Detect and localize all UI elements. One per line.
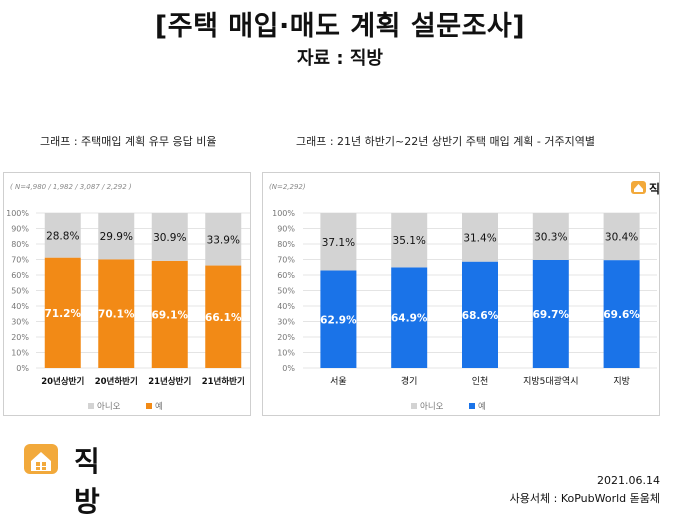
chart1-bar-yes [98, 259, 135, 368]
chart1-bar-no [44, 213, 81, 258]
chart2-legend-swatch [411, 403, 417, 409]
chart2-bar-yes [462, 261, 498, 368]
chart2-data-label-yes: 64.9% [391, 313, 428, 325]
chart2-ytick-label: 100% [272, 209, 295, 218]
chart2-bar-yes [603, 260, 640, 368]
chart1-category-label: 20년상반기 [41, 376, 84, 387]
chart2-ytick-label: 20% [277, 333, 295, 342]
chart1-data-label-no: 28.8% [46, 230, 79, 242]
chart1-data-label-yes: 66.1% [205, 312, 242, 324]
chart1-ytick-label: 50% [11, 287, 29, 296]
chart1-bar-no [98, 213, 135, 260]
chart1-bar-yes [205, 265, 242, 368]
chart1-bar-no [151, 213, 188, 261]
chart2-data-label-yes: 69.7% [533, 309, 570, 321]
chart1-data-label-yes: 69.1% [152, 309, 189, 321]
footer-date: 2021.06.14 [597, 474, 660, 487]
chart2-ytick-label: 60% [277, 271, 295, 280]
chart2-category-label: 인천 [472, 376, 489, 387]
brand-name: 직방 [74, 445, 100, 518]
chart1-bar-yes [151, 260, 188, 368]
chart2-category-label: 서울 [330, 376, 347, 387]
chart1-bar-no [205, 213, 242, 266]
chart2-ytick-label: 90% [277, 225, 295, 234]
chart1-data-label-no: 30.9% [153, 232, 186, 244]
chart1-category-label: 21년하반기 [202, 376, 245, 387]
chart1-legend-swatch [88, 403, 94, 409]
chart1-ytick-label: 10% [11, 349, 29, 358]
chart1-category-label: 21년상반기 [148, 376, 191, 387]
chart2-ytick-label: 10% [277, 349, 295, 358]
chart2-legend-label: 아니오 [420, 401, 444, 412]
house-roof-icon [634, 184, 643, 192]
chart1-ytick-label: 20% [11, 333, 29, 342]
chart2-bar-yes [391, 267, 428, 368]
chart2-panel: (N=2,292) 0% 10% 20% 30% 40% 50% 60% 70% 80% 90% 10… [262, 172, 660, 416]
chart1-ytick-label: 100% [6, 209, 29, 218]
chart2-bar-no [320, 213, 357, 271]
chart2-legend-swatch [469, 403, 475, 409]
chart1-ytick-label: 90% [11, 225, 29, 234]
chart2-data-label-no: 30.4% [605, 232, 638, 244]
chart1-ytick-label: 30% [11, 318, 29, 327]
chart1-ytick-label: 70% [11, 256, 29, 265]
chart2-data-label-yes: 68.6% [462, 310, 499, 322]
chart2-data-label-no: 35.1% [393, 235, 426, 247]
chart2-ytick-label: 50% [277, 287, 295, 296]
chart1-data-label-no: 29.9% [100, 231, 133, 243]
chart2-ytick-label: 30% [277, 318, 295, 327]
chart1-caption: 그래프 : 주택매입 계획 유무 응답 비율 [40, 135, 217, 148]
chart2-category-label: 지방 [613, 376, 630, 387]
chart1-legend-swatch [146, 403, 152, 409]
chart2-bar-no [532, 213, 569, 260]
chart2-bar-no [462, 213, 498, 262]
chart2-data-label-yes: 62.9% [320, 314, 357, 326]
house-icon [24, 444, 58, 474]
chart2-bar-yes [532, 259, 569, 368]
chart1-legend-label: 예 [155, 401, 163, 412]
chart1-svg: ( N=4,980 / 1,982 / 3,087 / 2,292 ) 0% 10%… [6, 183, 250, 412]
chart2-ytick-label: 0% [282, 364, 295, 373]
chart1-ytick-label: 0% [16, 364, 29, 373]
chart1-category-label: 20년하반기 [95, 376, 138, 387]
page-title: [주택 매입·매도 계획 설문조사] [154, 11, 526, 42]
chart1-data-label-yes: 70.1% [98, 309, 135, 321]
chart1-ytick-label: 80% [11, 240, 29, 249]
chart2-bar-yes [320, 270, 357, 368]
chart1-panel: ( N=4,980 / 1,982 / 3,087 / 2,292 ) 0% 10%… [3, 172, 251, 416]
chart1-legend-label: 아니오 [97, 401, 121, 412]
chart2-svg: (N=2,292) 0% 10% 20% 30% 40% 50% 60% 70% 80% 90% 10… [269, 181, 659, 412]
page-subtitle: 자료 : 직방 [297, 48, 383, 69]
chart2-ytick-label: 70% [277, 256, 295, 265]
chart2-bar-no [603, 213, 640, 261]
chart2-category-label: 경기 [401, 375, 418, 387]
chart1-data-label-no: 33.9% [207, 234, 240, 246]
chart1-note: ( N=4,980 / 1,982 / 3,087 / 2,292 ) [10, 183, 132, 191]
chart1-ytick-label: 60% [11, 271, 29, 280]
footer-font-note: 사용서체 : KoPubWorld 돋움체 [509, 492, 660, 505]
brand-logo: 직방 [22, 438, 100, 518]
chart2-data-label-yes: 69.6% [603, 309, 640, 321]
chart2-logo-text: 직방 [649, 181, 659, 196]
chart1-bar-yes [44, 257, 81, 368]
chart1-ytick-label: 40% [11, 302, 29, 311]
chart2-legend-label: 예 [478, 401, 486, 412]
chart2-category-label: 지방5대광역시 [523, 375, 578, 387]
chart1-data-label-yes: 71.2% [45, 308, 82, 320]
chart2-ytick-label: 40% [277, 302, 295, 311]
chart2-data-label-no: 30.3% [534, 231, 567, 243]
chart2-bar-no [391, 213, 428, 268]
chart2-caption: 그래프 : 21년 하반기~22년 상반기 주택 매입 계획 - 거주지역별 [296, 135, 595, 148]
chart2-logo: 직방 [631, 181, 659, 196]
chart2-ytick-label: 80% [277, 240, 295, 249]
chart2-data-label-no: 31.4% [463, 232, 496, 244]
chart2-data-label-no: 37.1% [322, 237, 355, 249]
chart2-note: (N=2,292) [269, 183, 306, 191]
